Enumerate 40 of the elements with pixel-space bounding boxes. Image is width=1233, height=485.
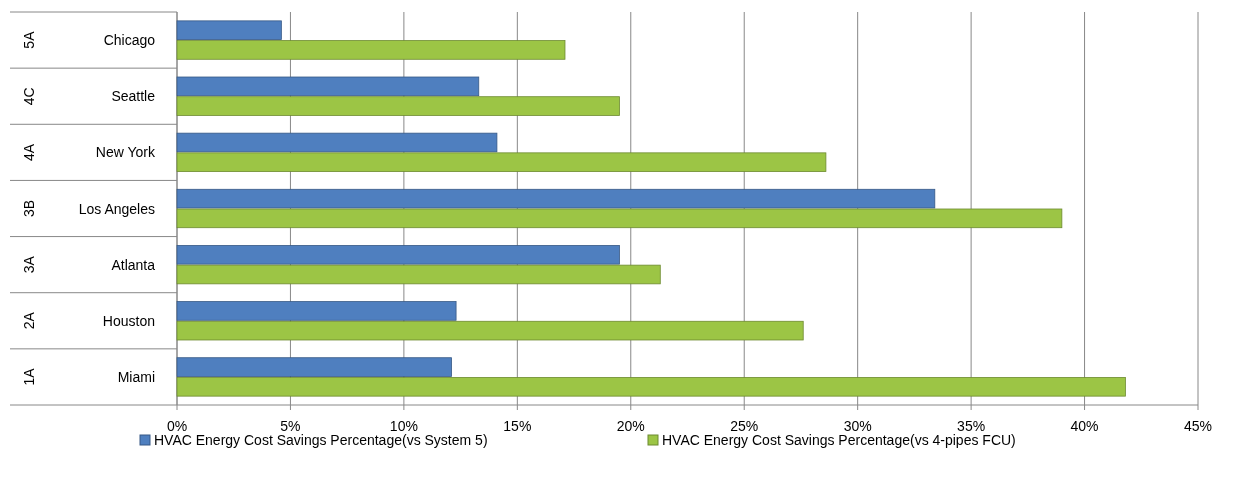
x-tick-label: 15% (503, 418, 532, 434)
y-tick-label: New York (95, 144, 156, 161)
text: 1A (21, 367, 37, 386)
bar (176, 132, 498, 153)
x-tick-label: 10% (389, 418, 418, 434)
text: 4C (21, 87, 37, 106)
bar (176, 301, 457, 321)
x-tick-label: 25% (730, 418, 759, 434)
x-tick-label: 40% (1070, 418, 1099, 434)
y-tick-label: Seattle (111, 88, 156, 105)
text: 4A (21, 143, 37, 161)
bar (176, 208, 1063, 229)
bar (176, 377, 1126, 397)
bar (176, 76, 480, 97)
x-tick-label: 35% (957, 418, 986, 434)
x-tick-label: 20% (616, 418, 645, 434)
y-tick-label: Houston (102, 312, 155, 329)
y-tick-label: Miami (117, 368, 155, 385)
x-tick-label: 30% (843, 418, 872, 434)
text: 3B (21, 199, 37, 218)
bar (176, 96, 620, 116)
bar (176, 245, 620, 265)
legend-label: HVAC Energy Cost Savings Percentage(vs System 5) (154, 432, 488, 448)
text: 2A (21, 311, 37, 330)
bar (176, 20, 282, 40)
x-tick-label: 45% (1183, 418, 1213, 434)
bar (176, 40, 566, 60)
legend-label: HVAC Energy Cost Savings Percentage(vs 4-pipes FCU) (662, 432, 1016, 448)
text: 3A (21, 255, 37, 274)
x-tick-label: 5% (280, 418, 301, 434)
y-tick-label: Los Angeles (78, 200, 155, 217)
bar (176, 357, 452, 377)
text: 5A (21, 30, 37, 49)
bar (176, 188, 936, 209)
x-tick-label: 0% (166, 418, 188, 434)
bar (176, 320, 804, 341)
y-tick-label: Chicago (103, 32, 156, 49)
bar (176, 264, 661, 285)
y-tick-label: Atlanta (111, 256, 156, 273)
bar (176, 152, 827, 172)
